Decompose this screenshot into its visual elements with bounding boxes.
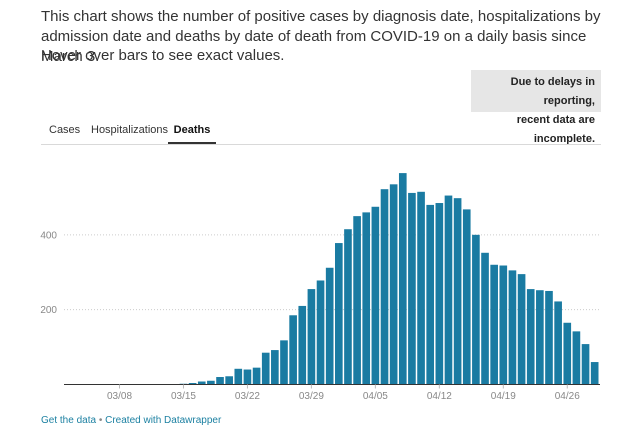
bar-04-04[interactable]: 04/04: 460 <box>362 212 371 385</box>
bar-03-27[interactable]: 03/27: 185 <box>289 315 297 385</box>
tab-hospitalizations[interactable]: Hospitalizations <box>91 124 169 136</box>
x-tick-label: 04/19 <box>491 391 516 402</box>
get-the-data-link[interactable]: Get the data <box>41 415 97 426</box>
chart-description: This chart shows the number of positive … <box>41 8 601 65</box>
bar-03-18[interactable]: 03/18: 10 <box>207 380 215 385</box>
reporting-delay-note: Due to delays in reporting, recent data … <box>471 70 601 145</box>
bar-04-16[interactable]: 04/16: 400 <box>472 234 480 385</box>
bar-04-02[interactable]: 04/02: 415 <box>344 229 352 385</box>
x-tick-label: 03/08 <box>107 391 132 402</box>
footer-separator: • <box>98 415 103 426</box>
bar-04-10[interactable]: 04/10: 515 <box>417 191 425 385</box>
bar-04-23[interactable]: 04/23: 252 <box>536 290 544 385</box>
chart-tabs: Cases Hospitalizations Deaths <box>41 120 601 145</box>
x-tick-label: 04/12 <box>427 391 452 402</box>
delay-note-line-2: recent data are incomplete. <box>516 114 595 145</box>
x-tick-label: 03/15 <box>171 391 196 402</box>
bar-03-30[interactable]: 03/30: 278 <box>316 280 325 385</box>
hover-instruction: Hover over bars to see exact values. <box>41 47 285 64</box>
bar-04-09[interactable]: 04/09: 512 <box>408 192 416 385</box>
bar-04-06[interactable]: 04/06: 522 <box>380 189 389 385</box>
bar-04-17[interactable]: 04/17: 352 <box>481 252 489 385</box>
bar-04-08[interactable]: 04/08: 565 <box>398 173 407 385</box>
y-tick-label: 400 <box>40 230 57 241</box>
x-tick-label: 03/22 <box>235 391 260 402</box>
bar-04-14[interactable]: 04/14: 498 <box>453 198 462 385</box>
bar-04-25[interactable]: 04/25: 222 <box>554 301 562 385</box>
delay-note-line-1: Due to delays in reporting, <box>510 76 595 107</box>
chart-bars: 03/03: 003/04: 003/05: 003/06: 003/07: 0… <box>179 173 599 385</box>
x-axis-ticks: 03/08 03/15 03/22 03/29 04/05 04/12 04/19 04/26 <box>107 384 580 402</box>
bar-04-22[interactable]: 04/22: 255 <box>526 289 535 385</box>
x-tick-label: 03/29 <box>299 391 324 402</box>
bar-03-21[interactable]: 03/21: 42 <box>234 368 243 385</box>
tab-cases[interactable]: Cases <box>49 124 81 136</box>
bar-04-27[interactable]: 04/27: 142 <box>572 331 581 385</box>
bar-03-20[interactable]: 03/20: 22 <box>225 376 233 385</box>
bar-04-19[interactable]: 04/19: 318 <box>499 265 508 385</box>
bar-04-01[interactable]: 04/01: 378 <box>335 243 343 385</box>
bar-03-19[interactable]: 03/19: 20 <box>216 377 224 385</box>
bar-03-26[interactable]: 03/26: 118 <box>280 340 288 385</box>
tab-deaths[interactable]: Deaths <box>168 120 216 144</box>
bar-04-21[interactable]: 04/21: 295 <box>517 274 526 385</box>
bar-03-22[interactable]: 03/22: 40 <box>243 369 252 385</box>
bar-04-20[interactable]: 04/20: 305 <box>508 270 517 385</box>
bar-04-11[interactable]: 04/11: 480 <box>426 204 435 385</box>
bar-04-03[interactable]: 04/03: 450 <box>353 216 361 385</box>
bar-03-29[interactable]: 03/29: 255 <box>307 289 316 385</box>
y-axis-ticks: 200 400 <box>40 230 57 316</box>
bar-04-18[interactable]: 04/18: 320 <box>490 264 498 385</box>
bar-03-31[interactable]: 03/31: 312 <box>325 267 334 385</box>
chart-footer: Get the data • Created with Datawrapper <box>41 415 221 426</box>
bar-03-25[interactable]: 03/25: 92 <box>271 350 279 385</box>
created-with-datawrapper-link[interactable]: Created with Datawrapper <box>105 415 222 426</box>
bar-04-05[interactable]: 04/05: 475 <box>371 206 380 385</box>
bar-03-16[interactable]: 03/16: 4 <box>188 383 197 385</box>
bar-04-24[interactable]: 04/24: 250 <box>545 290 553 385</box>
bar-03-23[interactable]: 03/23: 45 <box>252 367 261 385</box>
x-tick-label: 04/26 <box>555 391 580 402</box>
bar-04-29[interactable]: 04/29: 60 <box>590 362 599 385</box>
bar-03-17[interactable]: 03/17: 8 <box>197 381 206 385</box>
bar-04-26[interactable]: 04/26: 165 <box>563 322 572 385</box>
bar-04-07[interactable]: 04/07: 535 <box>389 184 398 385</box>
y-tick-label: 200 <box>40 305 57 316</box>
bar-03-28[interactable]: 03/28: 210 <box>298 305 307 385</box>
bar-04-28[interactable]: 04/28: 108 <box>581 344 590 385</box>
bar-04-12[interactable]: 04/12: 485 <box>435 203 444 385</box>
bar-04-13[interactable]: 04/13: 505 <box>444 195 453 385</box>
bar-04-15[interactable]: 04/15: 468 <box>462 209 471 385</box>
bar-03-24[interactable]: 03/24: 85 <box>261 352 270 385</box>
x-tick-label: 04/05 <box>363 391 388 402</box>
